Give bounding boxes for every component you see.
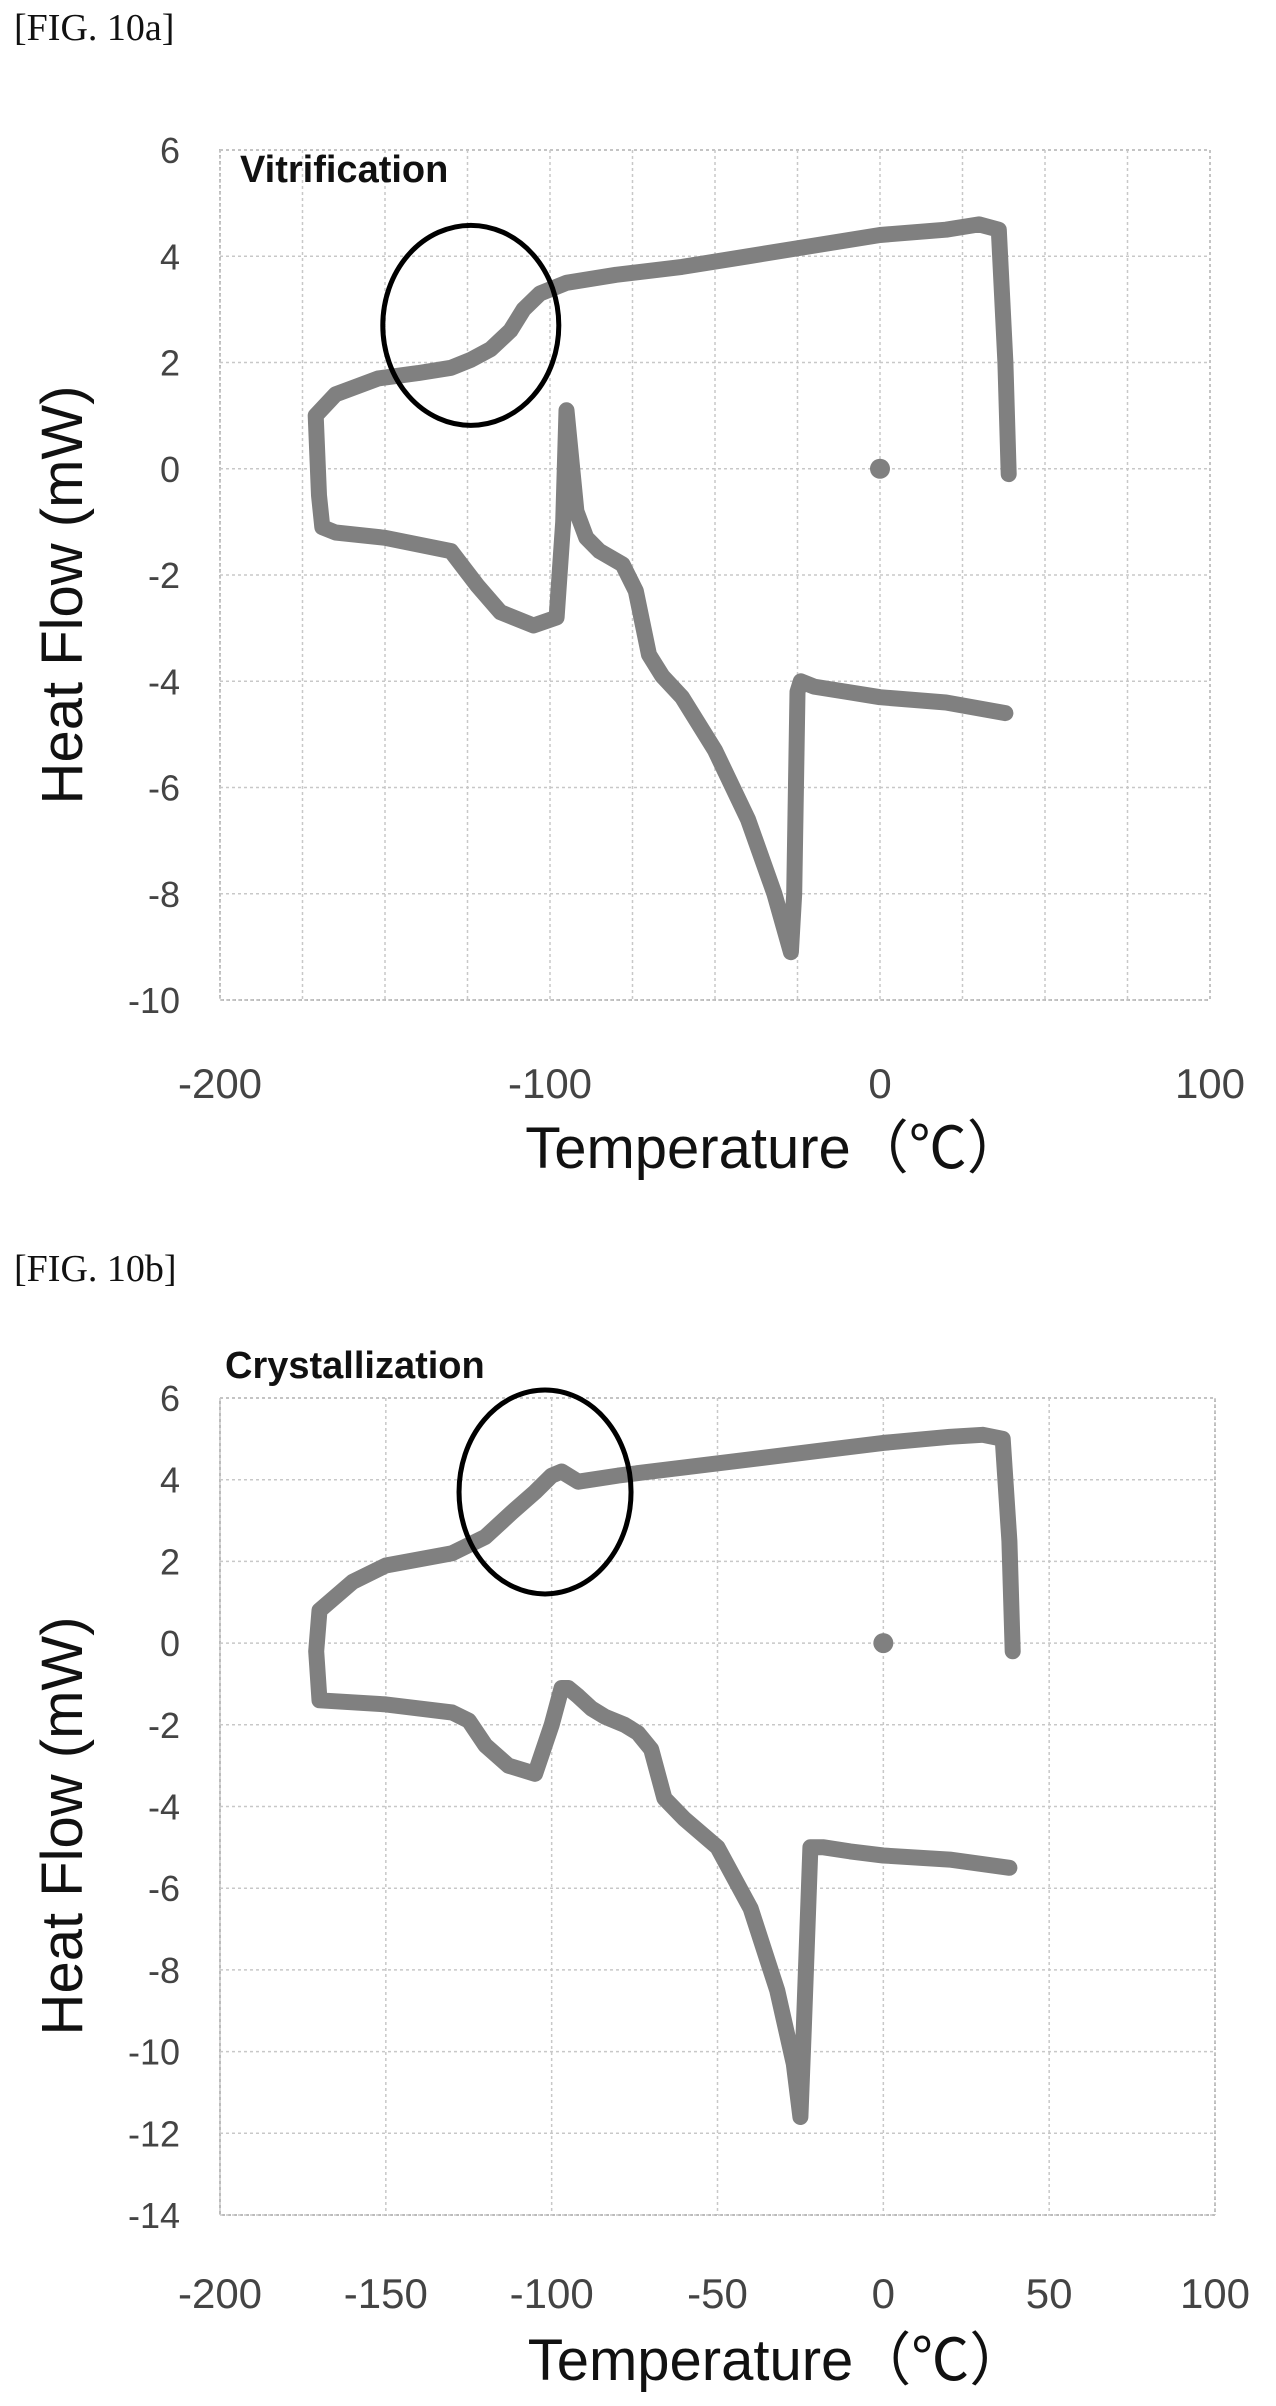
x-tick-label-1-1: -150: [344, 2270, 428, 2317]
data-point-0-0: [870, 458, 890, 479]
annotation-label-1: Crystallization: [225, 1345, 485, 1387]
x-tick-label-0-0: -200: [178, 1060, 262, 1107]
y-tick-label-1-3: 0: [160, 1623, 180, 1664]
highlight-ellipse-1: [456, 1387, 634, 1597]
y-tick-label-0-7: -8: [148, 874, 180, 915]
y-tick-label-0-3: 0: [160, 449, 180, 490]
y-tick-label-0-4: -2: [148, 555, 180, 596]
annotation-label-0: Vitrification: [240, 149, 448, 191]
heat-flow-curve-0: [307, 216, 1017, 961]
y-tick-label-1-5: -4: [148, 1787, 180, 1828]
y-tick-label-1-1: 4: [160, 1460, 180, 1501]
y-tick-label-1-0: 6: [160, 1378, 180, 1419]
x-tick-label-1-2: -100: [510, 2270, 594, 2317]
x-tick-label-1-4: 0: [872, 2270, 895, 2317]
y-tick-label-1-4: -2: [148, 1705, 180, 1746]
x-tick-label-0-1: -100: [508, 1060, 592, 1107]
y-tick-label-0-2: 2: [160, 343, 180, 384]
x-axis-label-1: Temperature（℃）: [528, 2328, 1028, 2393]
y-tick-label-1-9: -12: [128, 2113, 180, 2154]
y-tick-label-1-6: -6: [148, 1868, 180, 1909]
y-tick-label-1-7: -8: [148, 1950, 180, 1991]
y-tick-label-1-2: 2: [160, 1541, 180, 1582]
y-tick-label-0-5: -4: [148, 661, 180, 702]
y-tick-label-0-0: 6: [160, 130, 180, 171]
x-tick-label-1-6: 100: [1180, 2270, 1250, 2317]
figure-label-10a: [FIG. 10a]: [14, 7, 175, 49]
y-axis-label-0: Heat Flow (mW): [30, 386, 95, 805]
heat-flow-curve-1: [308, 1426, 1021, 2125]
y-tick-label-0-6: -6: [148, 768, 180, 809]
figure-label-10b: [FIG. 10b]: [14, 1248, 177, 1290]
x-axis-label-0: Temperature（℃）: [525, 1116, 1025, 1181]
x-tick-label-0-3: 100: [1175, 1060, 1245, 1107]
y-tick-label-1-8: -10: [128, 2032, 180, 2073]
highlight-ellipse-0: [380, 222, 562, 428]
y-tick-label-0-1: 4: [160, 236, 180, 277]
x-tick-label-0-2: 0: [868, 1060, 891, 1107]
x-tick-label-1-5: 50: [1026, 2270, 1073, 2317]
data-point-1-0: [873, 1633, 894, 1654]
y-tick-label-1-10: -14: [128, 2195, 180, 2236]
y-tick-label-0-8: -10: [128, 980, 180, 1021]
x-tick-label-1-3: -50: [687, 2270, 748, 2317]
x-tick-label-1-0: -200: [178, 2270, 262, 2317]
y-axis-label-1: Heat Flow (mW): [30, 1617, 95, 2036]
